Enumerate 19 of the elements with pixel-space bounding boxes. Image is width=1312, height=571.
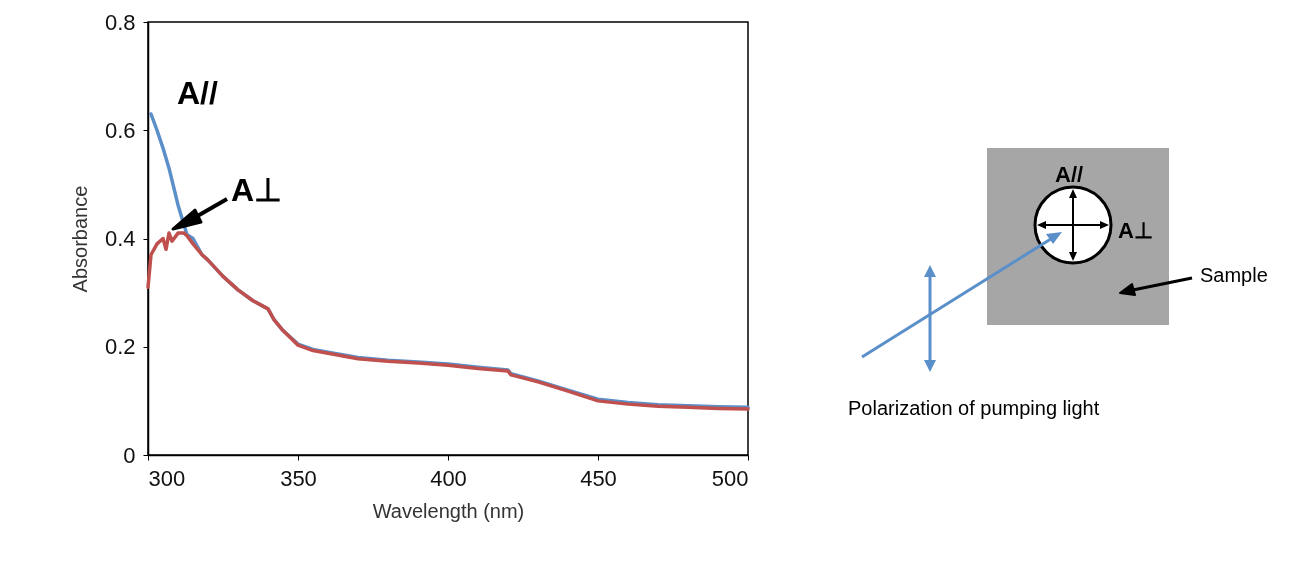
x-axis-title: Wavelength (nm) <box>372 499 525 522</box>
y-tick-label: 0.2 <box>104 334 136 360</box>
series-label: A⊥ <box>231 172 283 209</box>
text: A⊥ <box>1118 218 1153 243</box>
line-series <box>146 231 750 411</box>
y-tick-label: 0.4 <box>104 226 136 251</box>
y-tick-label: 0.8 <box>104 9 136 35</box>
text: Sample <box>1200 264 1268 286</box>
x-tick-label: 450 <box>580 465 617 491</box>
x-tick-label: 300 <box>148 465 186 491</box>
text: Polarization of pumping light <box>848 397 1100 419</box>
x-tick-label: 500 <box>711 465 749 491</box>
y-tick-label: 0 <box>123 442 136 468</box>
series-label: A// <box>177 75 218 112</box>
y-tick-label: 0.6 <box>104 117 136 143</box>
x-tick-label: 350 <box>280 465 317 491</box>
text: A// <box>1055 162 1084 187</box>
y-axis-title: Absorbance <box>68 185 91 293</box>
x-tick-label: 400 <box>430 465 467 491</box>
